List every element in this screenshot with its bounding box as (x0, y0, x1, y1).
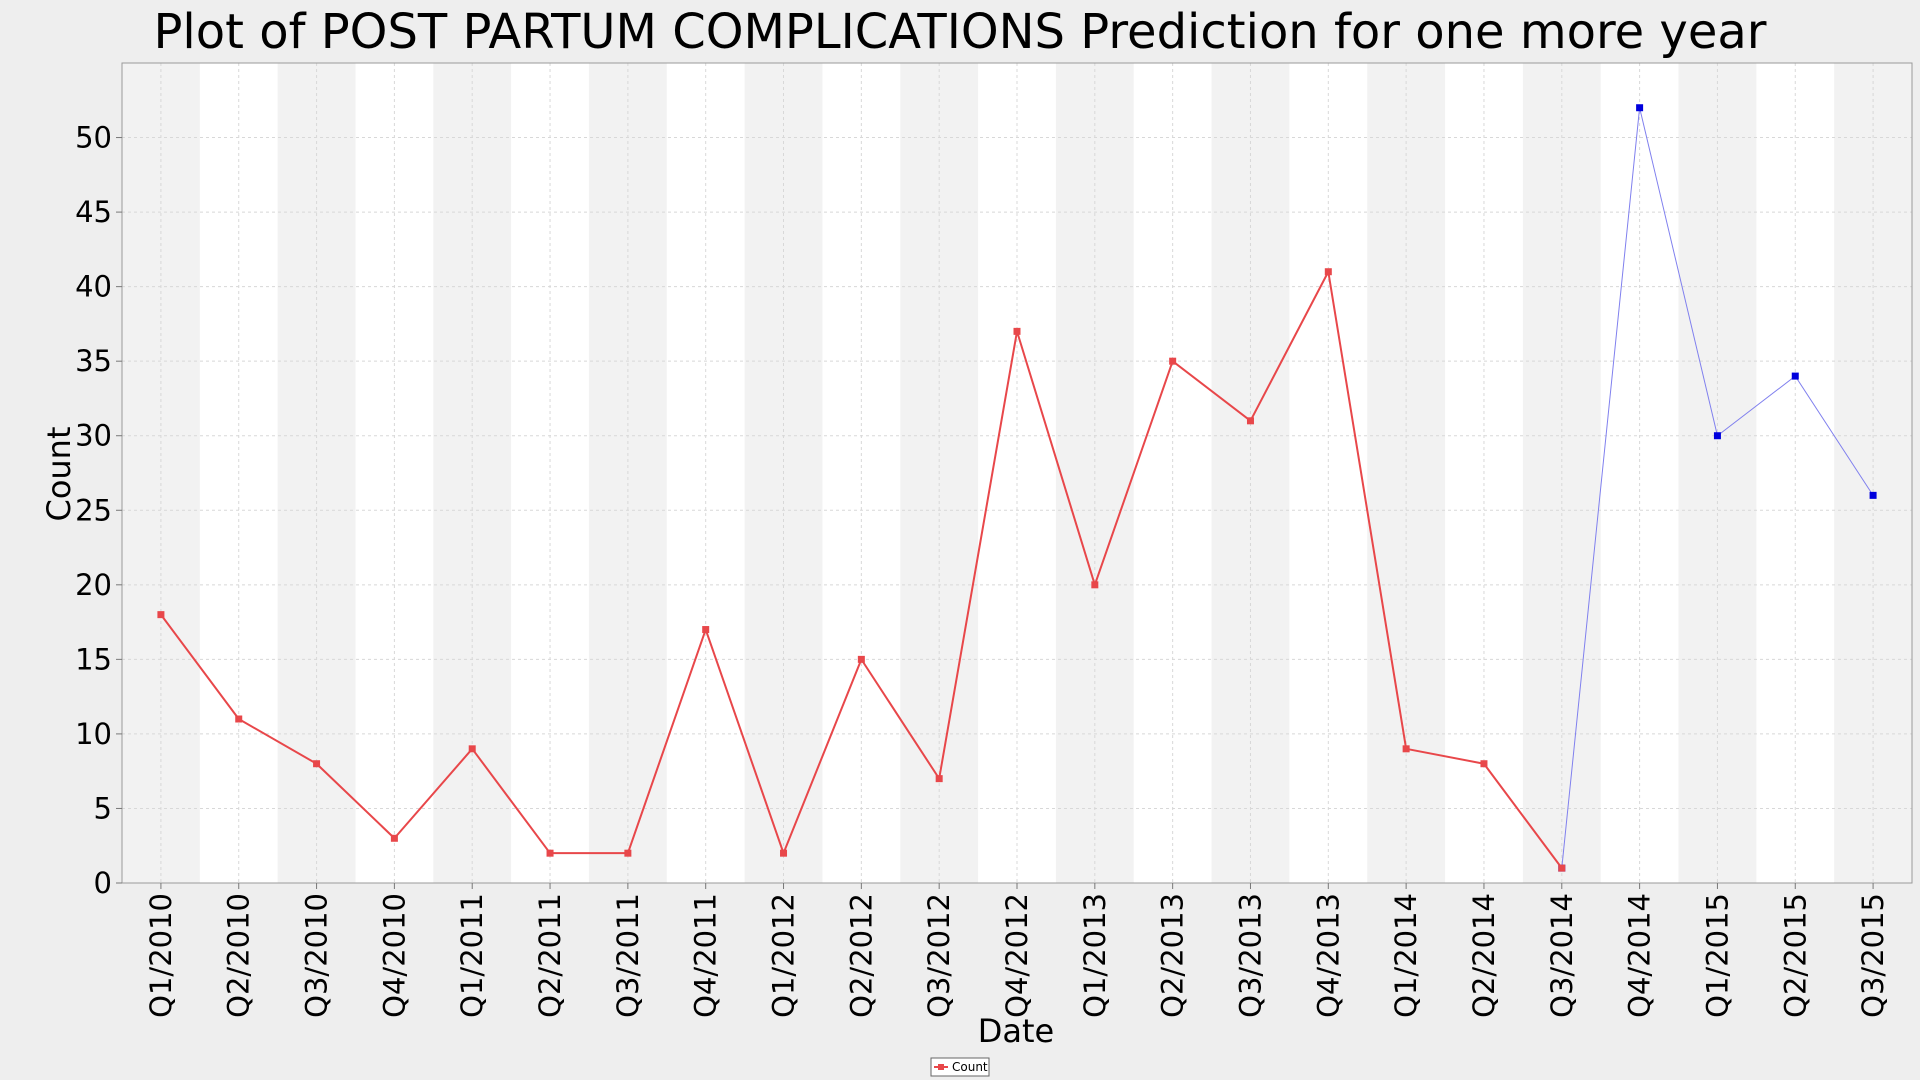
y-tick-label: 0 (94, 866, 112, 900)
prediction-series-point (1791, 372, 1799, 380)
y-tick-label: 50 (75, 121, 112, 155)
count-series-point (702, 626, 710, 634)
x-tick-label: Q1/2013 (1078, 893, 1112, 1018)
x-tick-label: Q1/2012 (767, 893, 801, 1018)
count-series-point (1091, 581, 1099, 589)
x-tick-label: Q3/2010 (300, 893, 334, 1018)
count-series-point (468, 745, 476, 753)
x-tick-label: Q2/2011 (533, 893, 567, 1018)
legend: Count (930, 1057, 990, 1077)
legend-marker (938, 1064, 944, 1070)
x-tick-label: Q4/2011 (689, 893, 723, 1018)
count-series-point (1169, 357, 1177, 365)
y-axis-label: Count (40, 426, 78, 521)
count-series-point (1558, 864, 1566, 872)
y-tick-label: 15 (75, 642, 112, 676)
count-series-point (235, 715, 243, 723)
count-series-point (390, 834, 398, 842)
prediction-series-point (1869, 491, 1877, 499)
x-tick-label: Q2/2012 (844, 893, 878, 1018)
count-series-point (313, 760, 321, 768)
prediction-series-point (1713, 432, 1721, 440)
count-series-point (1246, 417, 1254, 425)
x-tick-label: Q2/2010 (222, 893, 256, 1018)
y-tick-label: 45 (75, 195, 112, 229)
count-series-point (546, 849, 554, 857)
x-tick-label: Q1/2010 (144, 893, 178, 1018)
x-tick-label: Q3/2014 (1545, 893, 1579, 1018)
legend-box (930, 1057, 990, 1077)
count-series-point (157, 611, 165, 619)
x-tick-label: Q3/2015 (1856, 893, 1890, 1018)
count-series-point (857, 655, 865, 663)
count-series-point (624, 849, 632, 857)
x-tick-label: Q4/2013 (1311, 893, 1345, 1018)
x-tick-label: Q3/2011 (611, 893, 645, 1018)
y-tick-label: 20 (75, 568, 112, 602)
x-tick-label: Q2/2013 (1156, 893, 1190, 1018)
y-tick-label: 25 (75, 493, 112, 527)
x-tick-label: Q1/2015 (1700, 893, 1734, 1018)
count-series-point (780, 849, 788, 857)
plot-area: 0 5 10 15 20 25 30 35 40 45 50 Q1/2010 Q2/2010 Q3/201… (75, 62, 1913, 1018)
count-series-point (1324, 268, 1332, 276)
x-tick-label: Q3/2012 (922, 893, 956, 1018)
y-tick-label: 35 (75, 344, 112, 378)
count-series-point (1013, 327, 1021, 335)
x-tick-label: Q1/2014 (1389, 893, 1423, 1018)
x-tick-label: Q4/2010 (377, 893, 411, 1018)
legend-label: Count (952, 1060, 988, 1074)
y-tick-label: 5 (94, 791, 112, 825)
x-tick-label: Q2/2014 (1467, 893, 1501, 1018)
chart-title: Plot of POST PARTUM COMPLICATIONS Predic… (153, 4, 1766, 60)
x-tick-label: Q4/2012 (1000, 893, 1034, 1018)
x-tick-label: Q2/2015 (1778, 893, 1812, 1018)
x-tick-label: Q3/2013 (1233, 893, 1267, 1018)
prediction-series-point (1636, 104, 1644, 112)
y-tick-label: 10 (75, 717, 112, 751)
x-tick-label: Q1/2011 (455, 893, 489, 1018)
x-tick-label: Q4/2014 (1623, 893, 1657, 1018)
x-axis-label: Date (978, 1012, 1054, 1050)
count-series-point (1480, 760, 1488, 768)
count-series-point (1402, 745, 1410, 753)
y-tick-label: 30 (75, 419, 112, 453)
count-series-point (935, 775, 943, 783)
y-tick-label: 40 (75, 270, 112, 304)
